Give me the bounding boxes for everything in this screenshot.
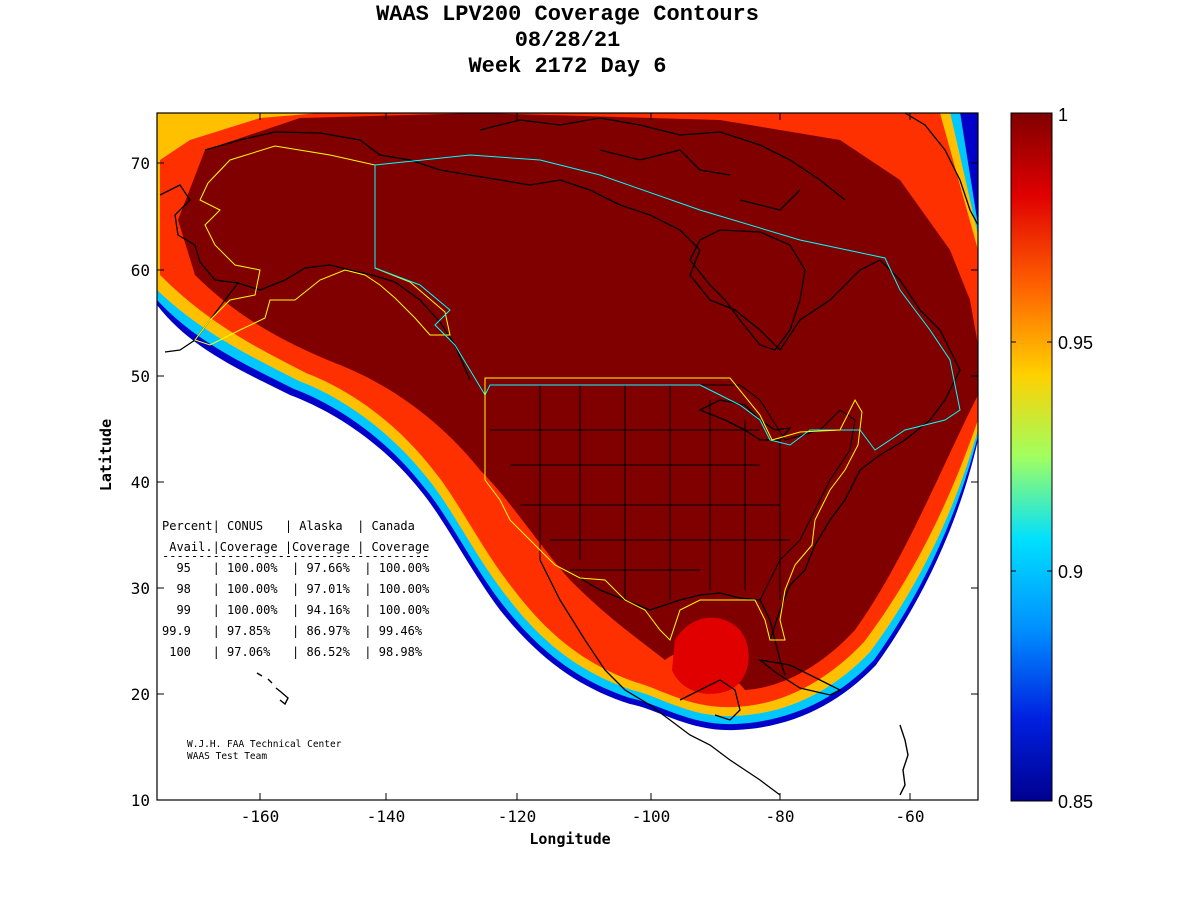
chart-date: 08/28/21 — [514, 28, 621, 53]
y-axis-label: Latitude — [97, 419, 115, 491]
lesser-antilles — [899, 724, 909, 796]
y-tick-label: 10 — [131, 791, 150, 810]
x-tick-label: -60 — [896, 807, 925, 826]
x-tick-label: -140 — [367, 807, 406, 826]
arctic-islands — [479, 117, 846, 211]
cuba — [757, 658, 842, 696]
north-coast — [204, 131, 961, 641]
conus-boundary — [484, 377, 863, 641]
alaska-coast — [159, 184, 471, 381]
mexico-coast — [539, 559, 781, 796]
x-axis-label: Longitude — [529, 830, 610, 848]
us-border — [490, 384, 856, 601]
chart-title: WAAS LPV200 Coverage Contours — [376, 2, 759, 27]
canada-fir-boundary — [374, 154, 961, 451]
y-tick-label: 30 — [131, 579, 150, 598]
tick-marks — [157, 113, 978, 800]
colorbar — [1010, 112, 1053, 802]
x-tick-label: -160 — [241, 807, 280, 826]
islands — [256, 672, 909, 796]
state-borders — [490, 384, 856, 601]
table-row: 99 | 100.00% | 94.16% | 100.00% — [162, 603, 430, 617]
table-header: Percent| CONUS | Alaska | Canada — [162, 519, 415, 533]
x-tick-label: -80 — [766, 807, 795, 826]
table-row: 98 | 100.00% | 97.01% | 100.00% — [162, 582, 430, 596]
chart-week-day: Week 2172 Day 6 — [468, 54, 667, 79]
colorbar-label: 1 — [1058, 105, 1068, 125]
y-tick-label: 70 — [131, 154, 150, 173]
colorbar-ticks — [1011, 341, 1052, 572]
x-tick-label: -120 — [498, 807, 537, 826]
state-grid-v — [539, 385, 781, 600]
greenland — [904, 113, 978, 226]
table-row: 99.9 | 97.85% | 86.97% | 99.46% — [162, 624, 423, 638]
plot-frame — [156, 112, 979, 801]
colorbar-label: 0.9 — [1058, 562, 1083, 582]
table-row: 95 | 100.00% | 97.66% | 100.00% — [162, 561, 430, 575]
hawaii — [256, 672, 289, 706]
credit-line: WAAS Test Team — [187, 751, 267, 762]
yucatan — [679, 679, 741, 721]
y-tick-label: 20 — [131, 685, 150, 704]
colorbar-label: 0.85 — [1058, 792, 1093, 812]
y-tick-label: 40 — [131, 473, 150, 492]
coverage-contours — [157, 113, 978, 731]
table-header: Avail.|Coverage |Coverage | Coverage — [162, 540, 429, 554]
credit-line: W.J.H. FAA Technical Center — [187, 739, 342, 750]
table-separator: ------------------------------------- — [162, 549, 429, 563]
y-tick-label: 50 — [131, 367, 150, 386]
x-tick-label: -100 — [632, 807, 671, 826]
coverage-table: Percent| CONUS | Alaska | Canada Avail.|… — [162, 519, 430, 659]
hudson-bay — [689, 229, 806, 351]
colorbar-label: 0.95 — [1058, 333, 1093, 353]
service-boundaries — [194, 145, 961, 641]
table-row: 100 | 97.06% | 86.52% | 98.98% — [162, 645, 423, 659]
y-tick-label: 60 — [131, 261, 150, 280]
contour-1.0-gulf — [672, 617, 749, 694]
contour-1.0 — [178, 113, 978, 690]
